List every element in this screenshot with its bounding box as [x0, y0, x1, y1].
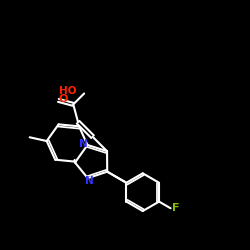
- Text: O: O: [59, 94, 68, 104]
- Text: HO: HO: [59, 86, 76, 97]
- Text: F: F: [172, 203, 180, 213]
- Text: N: N: [78, 139, 88, 149]
- Text: N: N: [85, 176, 94, 186]
